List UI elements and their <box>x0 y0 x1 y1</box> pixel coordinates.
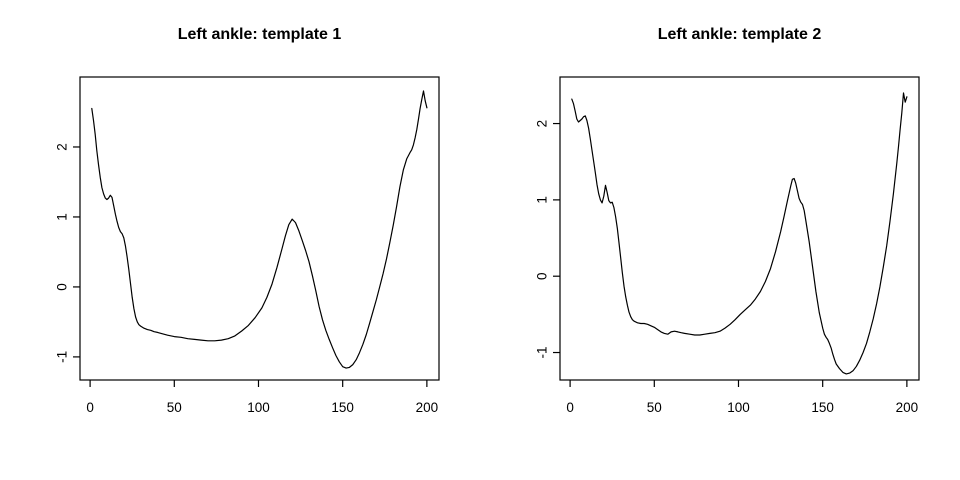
x-axis-tick-label: 200 <box>416 400 439 415</box>
y-axis-tick-label: 1 <box>55 213 70 221</box>
plot-title-template-1: Left ankle: template 1 <box>177 26 342 43</box>
plot-box <box>79 76 440 381</box>
line-plot-template-1: 0 50 100 150 200 -1 0 1 2 <box>55 76 440 415</box>
x-axis-tick-label: 150 <box>331 400 354 415</box>
plot-title-template-2: Left ankle: template 2 <box>657 26 822 43</box>
panel-template-1: Left ankle: template 1 0 50 100 150 200 -1 0 1 2 <box>55 26 440 415</box>
y-axis-tick-label: 0 <box>55 283 70 291</box>
x-axis-tick-label: 150 <box>811 400 834 415</box>
plot-box <box>559 76 920 381</box>
x-axis-tick-label: 100 <box>247 400 270 415</box>
series-line <box>571 92 908 375</box>
y-axis-tick-label: -1 <box>55 351 70 363</box>
y-axis-tick-label: -1 <box>535 347 550 359</box>
y-axis-tick-label: 0 <box>535 272 550 280</box>
y-axis-tick-label: 2 <box>535 120 550 128</box>
x-axis-tick-label: 0 <box>86 400 94 415</box>
x-axis-tick-label: 0 <box>566 400 574 415</box>
x-axis-tick-label: 50 <box>647 400 662 415</box>
series-line <box>91 90 428 369</box>
panel-template-2: Left ankle: template 2 0 50 100 150 200 -1 0 1 2 <box>480 0 960 480</box>
x-axis-tick-label: 100 <box>727 400 750 415</box>
line-plot-template-2: 0 50 100 150 200 -1 0 1 2 <box>535 76 920 415</box>
y-axis-tick-label: 2 <box>55 143 70 151</box>
x-axis-tick-label: 200 <box>896 400 919 415</box>
y-axis-tick-label: 1 <box>535 196 550 204</box>
x-axis-tick-label: 50 <box>167 400 182 415</box>
